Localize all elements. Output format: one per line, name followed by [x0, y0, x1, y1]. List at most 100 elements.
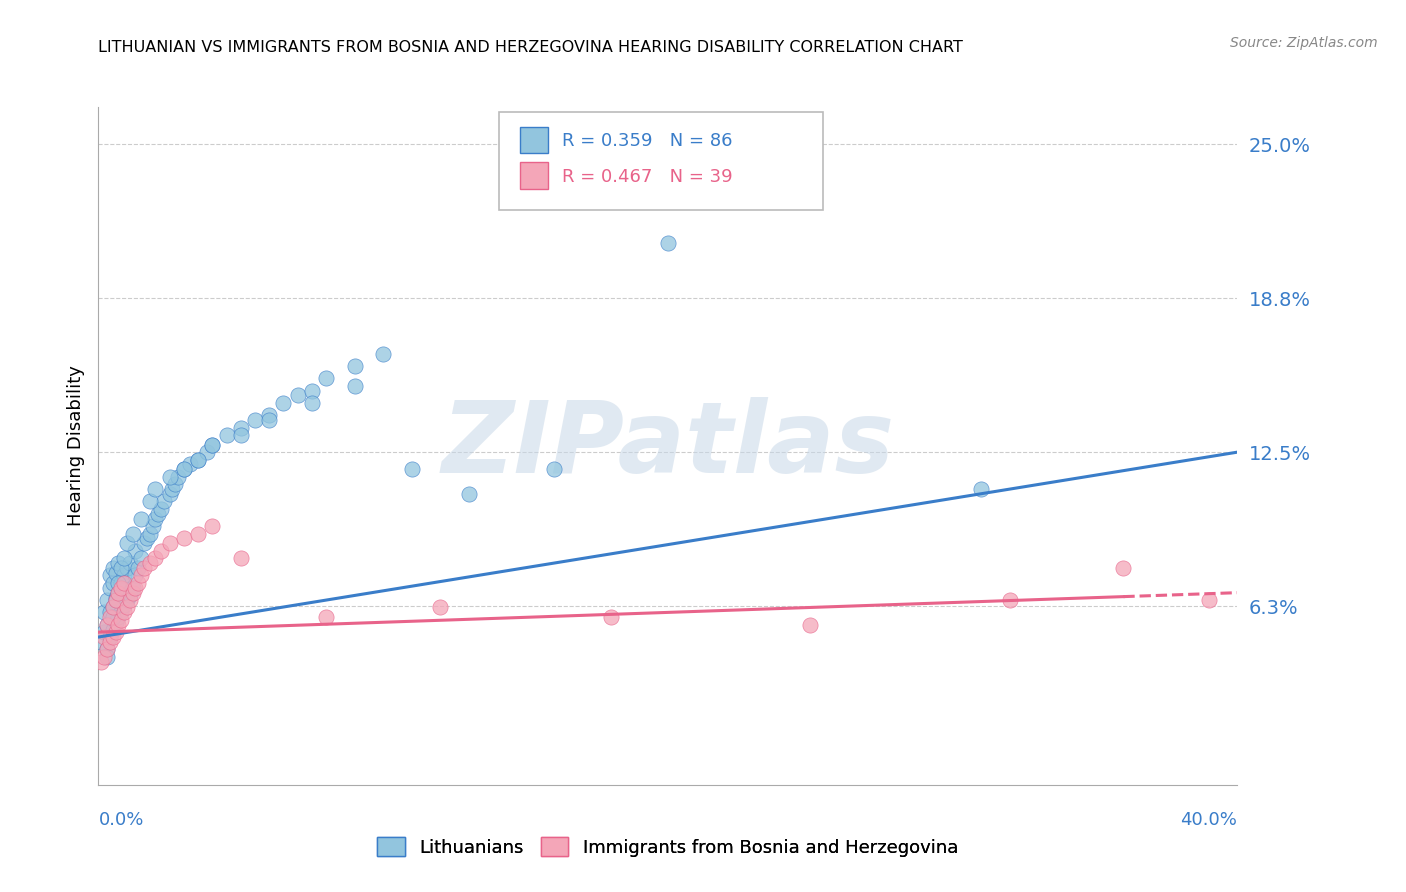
Point: [343, 359, 366, 373]
Point: [165, 477, 187, 491]
Legend: Lithuanians, Immigrants from Bosnia and Herzegovina: Lithuanians, Immigrants from Bosnia and …: [370, 830, 966, 864]
Point: [243, 413, 266, 427]
Point: [98, 635, 121, 649]
Point: [343, 378, 366, 392]
Point: [107, 585, 129, 599]
Point: [150, 501, 173, 516]
Point: [98, 610, 121, 624]
Point: [104, 566, 127, 580]
Point: [98, 568, 121, 582]
Point: [96, 593, 118, 607]
Text: ZIPatlas: ZIPatlas: [441, 398, 894, 494]
Point: [93, 625, 115, 640]
Point: [315, 610, 337, 624]
Point: [315, 371, 337, 385]
Point: [138, 526, 160, 541]
Point: [104, 593, 127, 607]
Point: [104, 615, 127, 630]
Point: [90, 635, 112, 649]
Point: [1112, 561, 1135, 575]
Point: [195, 445, 218, 459]
Point: [187, 452, 209, 467]
Point: [127, 575, 149, 590]
Point: [600, 610, 623, 624]
Point: [153, 494, 176, 508]
Point: [107, 617, 129, 632]
Point: [101, 630, 124, 644]
Point: [90, 655, 112, 669]
Point: [96, 642, 118, 657]
Point: [118, 588, 141, 602]
Point: [799, 617, 821, 632]
Text: 0.0%: 0.0%: [98, 811, 143, 829]
Point: [115, 600, 138, 615]
Point: [657, 235, 679, 250]
Point: [543, 462, 565, 476]
Point: [145, 551, 167, 566]
Point: [970, 482, 993, 496]
Point: [173, 462, 195, 476]
Point: [98, 630, 121, 644]
Point: [112, 598, 135, 612]
Point: [101, 610, 124, 624]
Point: [124, 568, 146, 582]
Point: [179, 458, 201, 472]
Point: [273, 396, 295, 410]
Point: [159, 536, 181, 550]
Point: [132, 561, 155, 575]
Point: [215, 428, 238, 442]
Point: [98, 630, 121, 644]
Point: [101, 600, 124, 615]
Point: [93, 649, 115, 664]
Point: [118, 556, 141, 570]
Point: [129, 568, 152, 582]
Point: [104, 593, 127, 607]
Point: [150, 543, 173, 558]
Point: [287, 388, 309, 402]
Point: [112, 568, 135, 582]
Point: [101, 561, 124, 575]
Point: [96, 649, 118, 664]
Point: [229, 551, 252, 566]
Point: [124, 543, 146, 558]
Point: [187, 526, 209, 541]
Point: [167, 470, 190, 484]
Point: [101, 575, 124, 590]
Point: [201, 438, 224, 452]
Point: [98, 606, 121, 620]
Point: [115, 593, 138, 607]
Point: [121, 581, 143, 595]
Point: [124, 581, 146, 595]
Point: [141, 519, 163, 533]
Point: [159, 470, 181, 484]
Point: [135, 532, 157, 546]
Point: [201, 438, 224, 452]
Text: LITHUANIAN VS IMMIGRANTS FROM BOSNIA AND HERZEGOVINA HEARING DISABILITY CORRELAT: LITHUANIAN VS IMMIGRANTS FROM BOSNIA AND…: [98, 40, 963, 55]
Text: Source: ZipAtlas.com: Source: ZipAtlas.com: [1230, 36, 1378, 50]
Point: [162, 482, 184, 496]
Point: [201, 519, 224, 533]
Text: R = 0.467   N = 39: R = 0.467 N = 39: [562, 168, 733, 186]
Point: [173, 462, 195, 476]
Point: [429, 600, 451, 615]
Point: [159, 487, 181, 501]
Point: [145, 482, 167, 496]
Point: [110, 606, 132, 620]
Point: [96, 617, 118, 632]
Point: [112, 575, 135, 590]
Point: [98, 581, 121, 595]
Point: [121, 585, 143, 599]
Text: 40.0%: 40.0%: [1181, 811, 1237, 829]
Point: [138, 556, 160, 570]
Point: [229, 420, 252, 434]
Point: [110, 581, 132, 595]
Point: [187, 452, 209, 467]
Text: R = 0.359   N = 86: R = 0.359 N = 86: [562, 132, 733, 150]
Point: [110, 613, 132, 627]
Point: [129, 512, 152, 526]
Point: [101, 600, 124, 615]
Point: [96, 642, 118, 657]
Point: [229, 428, 252, 442]
Point: [107, 610, 129, 624]
Point: [104, 591, 127, 605]
